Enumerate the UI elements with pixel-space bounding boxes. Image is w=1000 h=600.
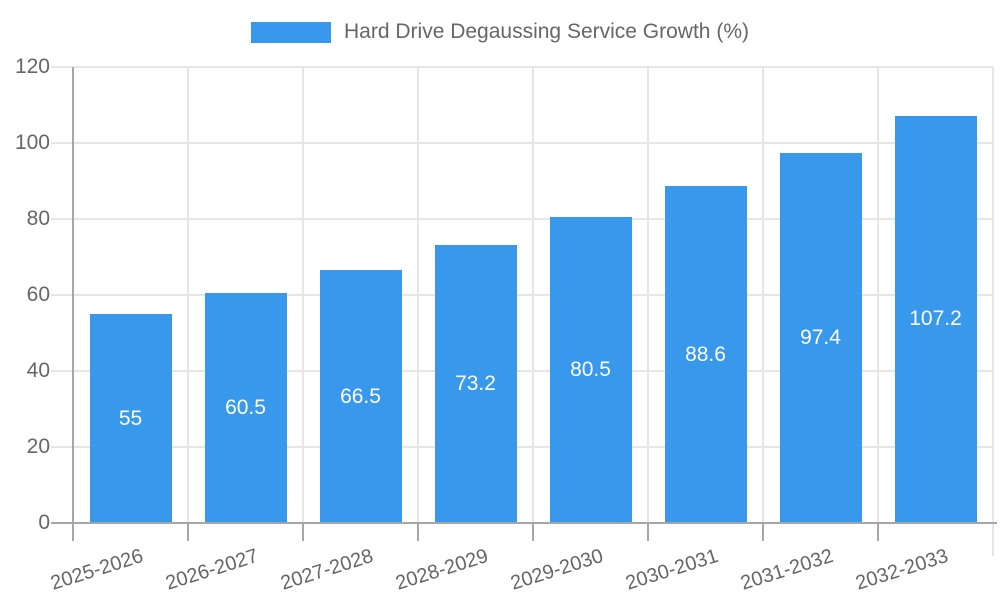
- chart-legend[interactable]: Hard Drive Degaussing Service Growth (%): [0, 20, 1000, 44]
- x-tick-mark: [992, 523, 994, 556]
- bar: [894, 115, 977, 523]
- y-axis-line: [72, 67, 74, 523]
- bar: [549, 217, 632, 523]
- x-axis-line: [51, 522, 997, 524]
- gridline-x: [532, 67, 534, 523]
- x-tick-mark: [762, 523, 764, 541]
- x-tick-mark: [532, 523, 534, 541]
- x-tick-mark: [877, 523, 879, 541]
- x-tick-mark: [647, 523, 649, 541]
- bar: [89, 314, 172, 523]
- bar-value-label: 73.2: [455, 371, 496, 395]
- y-tick-label: 40: [26, 359, 50, 382]
- bar: [204, 293, 287, 523]
- y-tick-mark: [51, 294, 73, 296]
- y-tick-mark: [51, 218, 73, 220]
- y-tick-label: 20: [26, 435, 50, 458]
- bar-value-label: 107.2: [909, 307, 962, 331]
- y-tick-label: 120: [14, 55, 50, 78]
- legend-label: Hard Drive Degaussing Service Growth (%): [344, 20, 749, 43]
- legend-swatch: [251, 21, 332, 43]
- bar-value-label: 97.4: [800, 325, 841, 349]
- y-tick-label: 100: [14, 131, 50, 154]
- bar-value-label: 60.5: [225, 396, 266, 420]
- x-tick-mark: [187, 523, 189, 541]
- bar-value-label: 88.6: [685, 342, 726, 366]
- x-tick-mark: [417, 523, 419, 541]
- gridline-x: [187, 67, 189, 523]
- y-tick-label: 60: [26, 283, 50, 306]
- y-tick-label: 0: [38, 511, 50, 534]
- bar-value-label: 80.5: [570, 358, 611, 382]
- x-tick-mark: [72, 523, 74, 541]
- gridline-x: [992, 67, 994, 523]
- gridline-x: [302, 67, 304, 523]
- bar: [319, 270, 402, 523]
- bar: [779, 152, 862, 523]
- gridline-x: [417, 67, 419, 523]
- y-tick-mark: [51, 370, 73, 372]
- gridline-x: [762, 67, 764, 523]
- y-tick-mark: [51, 142, 73, 144]
- bar: [664, 186, 747, 523]
- bar: [434, 244, 517, 523]
- gridline-x: [647, 67, 649, 523]
- y-tick-mark: [51, 446, 73, 448]
- x-tick-mark: [302, 523, 304, 541]
- gridline-x: [877, 67, 879, 523]
- bar-value-label: 66.5: [340, 384, 381, 408]
- y-tick-label: 80: [26, 207, 50, 230]
- bar-value-label: 55: [118, 406, 143, 430]
- y-tick-mark: [51, 66, 73, 68]
